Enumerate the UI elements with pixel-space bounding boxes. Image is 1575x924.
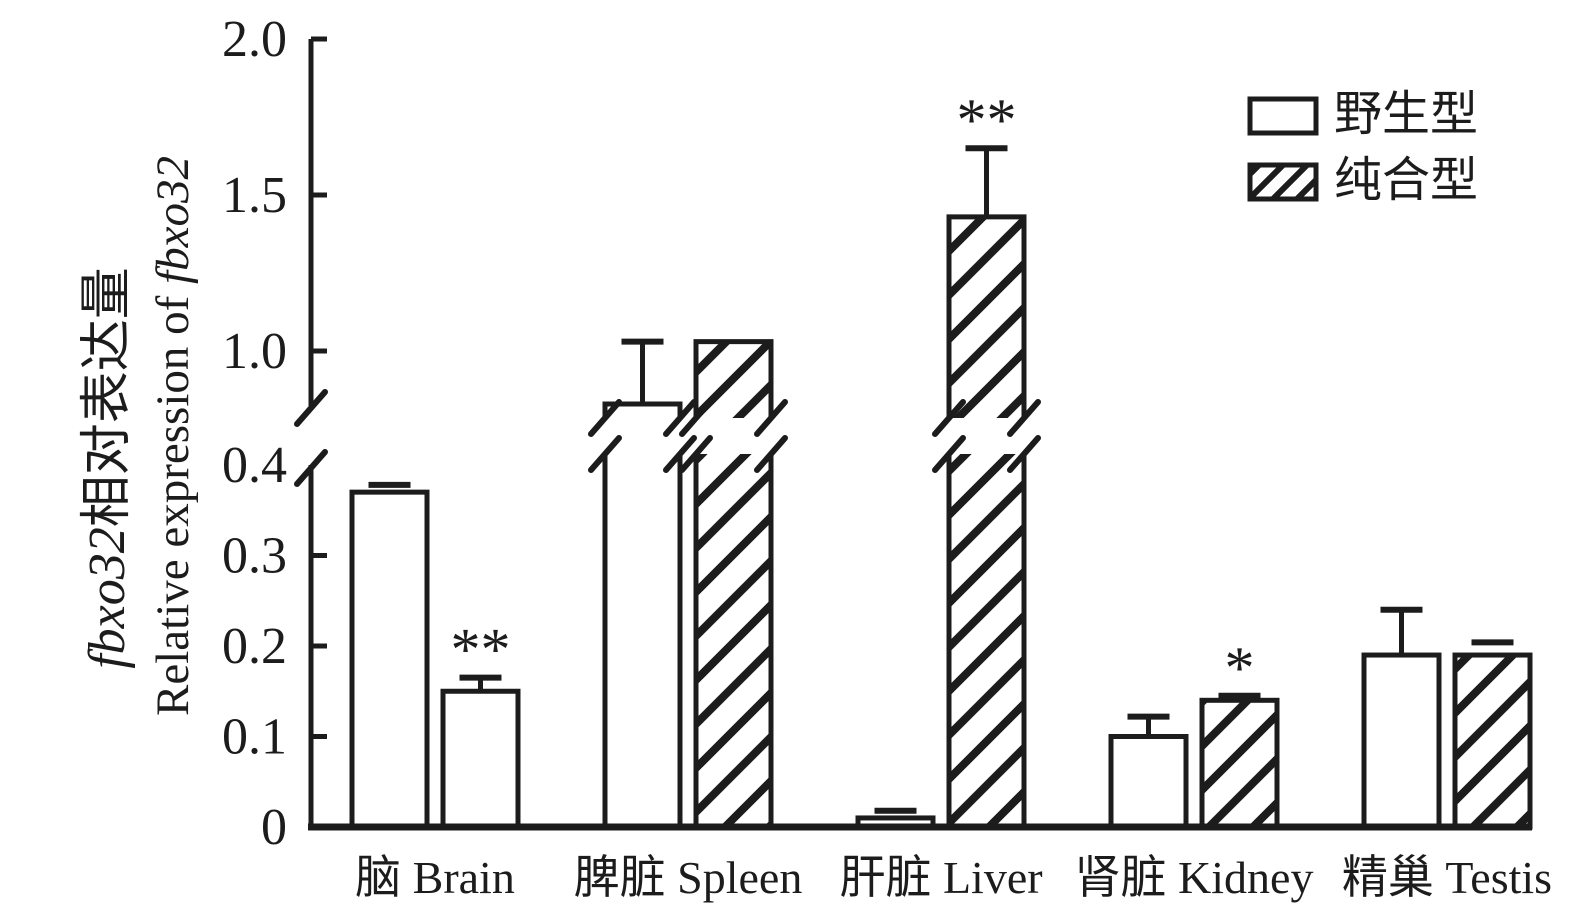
axis-break-lower — [294, 449, 328, 487]
bar-wild-type-kidney — [1108, 734, 1189, 830]
bar-homozygous-liver-upper — [949, 216, 1024, 418]
x-label-brain: 脑 Brain — [355, 852, 515, 903]
bar-homozygous-spleen-break-mark — [679, 435, 713, 473]
axis-break-upper — [294, 389, 328, 427]
bar-homozygous-brain — [440, 688, 521, 830]
x-label-testis: 精巢 Testis — [1342, 852, 1552, 903]
bar-homozygous-kidney — [1199, 697, 1280, 830]
y-axis-label-zh: fbxo32相对表达量 — [79, 267, 136, 669]
y-tick-label-2.0: 2.0 — [222, 16, 287, 68]
bar-homozygous-spleen-lower — [696, 454, 771, 827]
chart-canvas: *****1.01.52.000.10.20.30.4脑 Brain 脾脏 Spl… — [79, 16, 1552, 903]
legend-label-homozygous: 纯合型 — [1334, 154, 1478, 207]
bar-homozygous-spleen-upper-edges — [693, 339, 774, 418]
y-tick-label-0: 0 — [261, 799, 287, 856]
bar-homozygous-liver-lower — [949, 454, 1024, 827]
significance-liver: ** — [957, 87, 1017, 153]
x-label-liver: 肝脏 Liver — [839, 852, 1042, 903]
bar-wild-type-testis — [1361, 652, 1442, 830]
bar-homozygous-testis — [1452, 652, 1533, 830]
bar-homozygous-spleen-lower-edges — [693, 454, 774, 827]
bar-wild-type-spleen-break-mark — [588, 435, 622, 473]
bar-wild-type-spleen-lower — [605, 454, 680, 827]
y-tick-label-1.5: 1.5 — [222, 167, 287, 224]
bar-homozygous-liver-break-mark — [1007, 435, 1041, 473]
fbxo32-expression-bar-chart: ** ** * 1.0 1.5 2.0 0 0.1 0.2 0.3 0.4 脑 Brain 脾脏 Spl… — [40, 16, 1575, 908]
bar-homozygous-liver-lower-edges — [946, 454, 1027, 827]
y-tick-label-0.4: 0.4 — [222, 437, 287, 494]
bar-wild-type-spleen-break-mark — [588, 399, 622, 437]
bar-homozygous-spleen-break-mark — [754, 435, 788, 473]
bar-homozygous-liver-break-mark — [932, 399, 966, 437]
significance-kidney: * — [1225, 635, 1255, 701]
legend-swatch-wild-type — [1247, 96, 1319, 136]
bar-wild-type-spleen-break-mark — [663, 399, 697, 437]
bar-wild-type-spleen-lower-edges — [602, 454, 683, 827]
y-tick-label-0.1: 0.1 — [222, 709, 287, 766]
legend-label-wild-type: 野生型 — [1334, 88, 1478, 141]
bar-homozygous-liver-break-mark — [1007, 399, 1041, 437]
bar-homozygous-liver-break-mark — [932, 435, 966, 473]
bar-wild-type-spleen-upper — [605, 404, 680, 418]
y-tick-label-0.2: 0.2 — [222, 618, 287, 675]
bar-homozygous-spleen-break-mark — [679, 399, 713, 437]
legend-swatch-homozygous — [1247, 162, 1319, 202]
bar-homozygous-spleen-break-mark — [754, 399, 788, 437]
y-tick-label-0.3: 0.3 — [222, 528, 287, 585]
bar-wild-type-spleen-break-mark — [663, 435, 697, 473]
significance-brain: ** — [451, 617, 511, 683]
x-label-spleen: 脾脏 Spleen — [574, 852, 803, 903]
x-label-kidney: 肾脏 Kidney — [1075, 852, 1314, 903]
y-tick-label-1.0: 1.0 — [222, 323, 287, 380]
bar-wild-type-brain — [349, 489, 430, 830]
y-axis-label-en: Relative expression of fbxo32 — [147, 156, 199, 716]
